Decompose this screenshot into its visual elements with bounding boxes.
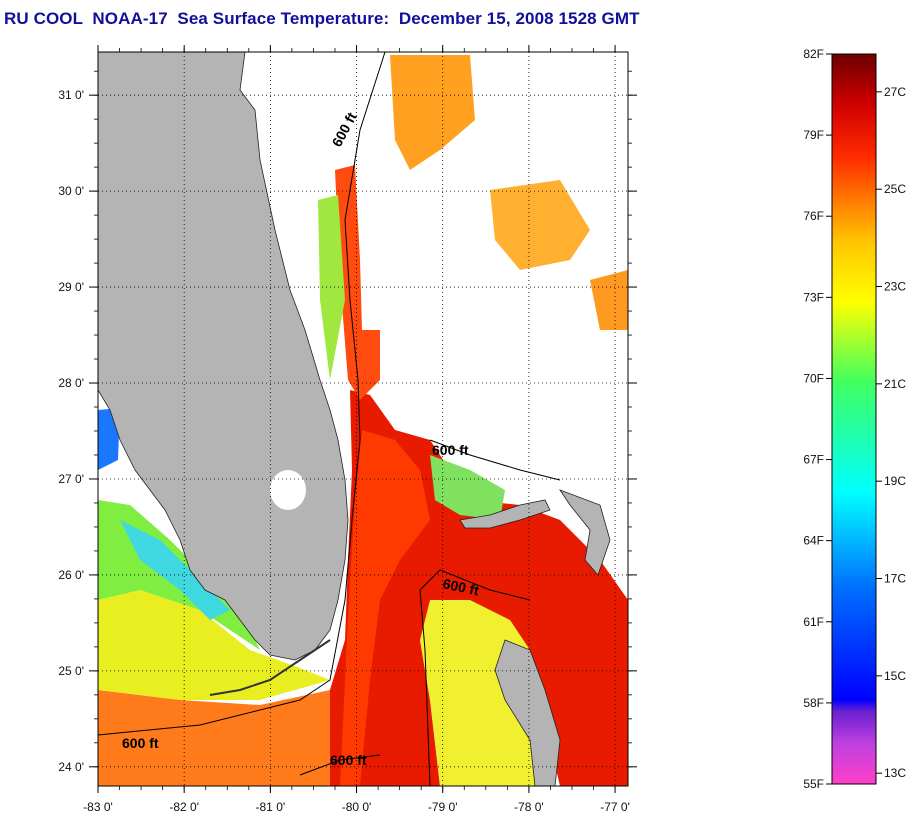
colorbar-f-label: 67F bbox=[803, 453, 824, 467]
colorbar-f-label: 76F bbox=[803, 209, 824, 223]
isobath-label-bank: 600 ft bbox=[441, 575, 480, 598]
colorbar-c-label: 13C bbox=[884, 766, 906, 780]
colorbar-f-label: 73F bbox=[803, 290, 824, 304]
page-title: RU COOL NOAA-17 Sea Surface Temperature:… bbox=[4, 9, 640, 28]
colorbar-c-label: 17C bbox=[884, 572, 906, 586]
colorbar-c-label: 27C bbox=[884, 85, 906, 99]
isobath-line-south bbox=[299, 754, 381, 776]
gulf-stream-core bbox=[340, 430, 430, 786]
lon-tick-label: -80 0' bbox=[342, 800, 372, 814]
isobath-line-east bbox=[98, 52, 386, 736]
colorbar-f-label: 55F bbox=[803, 777, 824, 791]
colorbar-c-label: 21C bbox=[884, 377, 906, 391]
map-frame bbox=[97, 51, 629, 787]
lon-tick-label: -78 0' bbox=[514, 800, 544, 814]
colorbar-c-label: 19C bbox=[884, 474, 906, 488]
isobath-line-bank bbox=[419, 569, 531, 786]
map-axes: -83 0' -82 0' -81 0' -80 0' -79 0' -78 0' -77 … bbox=[58, 45, 637, 814]
colorbar-c-label: 15C bbox=[884, 669, 906, 683]
lat-tick-label: 27 0' bbox=[58, 472, 84, 486]
isobath-label-gulf: 600 ft bbox=[122, 735, 159, 751]
lat-tick-label: 24 0' bbox=[58, 760, 84, 774]
lat-tick-label: 30 0' bbox=[58, 184, 84, 198]
colorbar-f-label: 64F bbox=[803, 534, 824, 548]
isobath-label-bahamas: 600 ft bbox=[432, 442, 469, 458]
gulf-sst-yellow bbox=[98, 590, 330, 700]
isobath-line-bahamas bbox=[429, 439, 561, 481]
little-bahama-bank-green bbox=[430, 455, 505, 520]
andros-land bbox=[494, 639, 561, 786]
gulf-sst-cyan bbox=[120, 520, 230, 620]
lat-tick-label: 25 0' bbox=[58, 664, 84, 678]
lat-tick-label: 26 0' bbox=[58, 568, 84, 582]
colorbar-c-label: 25C bbox=[884, 182, 906, 196]
lon-tick-label: -79 0' bbox=[428, 800, 458, 814]
gulf-sst-orange bbox=[98, 690, 330, 786]
colorbar-f-label: 79F bbox=[803, 128, 824, 142]
lat-tick-label: 31 0' bbox=[58, 88, 84, 102]
colorbar-f-label: 70F bbox=[803, 371, 824, 385]
colorbar-f-label: 82F bbox=[803, 47, 824, 61]
north-atlantic-orange bbox=[390, 55, 475, 170]
lat-tick-label: 28 0' bbox=[58, 376, 84, 390]
northern-gulf-stream bbox=[335, 165, 380, 400]
lon-tick-label: -77 0' bbox=[600, 800, 630, 814]
isobath-label-south: 600 ft bbox=[330, 752, 367, 768]
colorbar-labels: 82F 79F 76F 73F 70F 67F 64F 61F 58F 55F 27C 25C 23C 2… bbox=[803, 47, 906, 791]
grand-bahama-land bbox=[459, 499, 551, 529]
colorbar-f-label: 58F bbox=[803, 696, 824, 710]
northeast-orange bbox=[490, 180, 590, 270]
lon-tick-label: -82 0' bbox=[169, 800, 199, 814]
lon-tick-label: -83 0' bbox=[83, 800, 113, 814]
abaco-land bbox=[558, 489, 611, 576]
colorbar-f-label: 61F bbox=[803, 615, 824, 629]
lat-tick-label: 29 0' bbox=[58, 280, 84, 294]
colorbar bbox=[831, 53, 877, 785]
lake-okeechobee bbox=[270, 470, 306, 510]
east-coast-green bbox=[318, 195, 345, 380]
lon-tick-label: -81 0' bbox=[256, 800, 286, 814]
map-grid bbox=[98, 52, 628, 786]
east-orange bbox=[590, 270, 628, 330]
colorbar-c-label: 23C bbox=[884, 280, 906, 294]
